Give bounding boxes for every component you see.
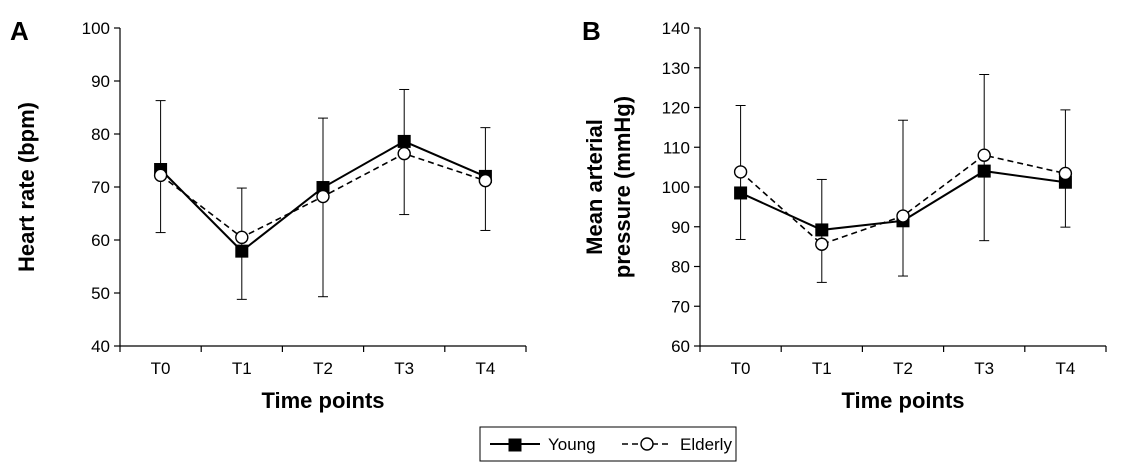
y-tick-label: 110 [663,138,690,157]
y-tick-label: 100 [662,178,690,197]
x-tick-label: T0 [151,359,171,378]
data-point-young [977,164,991,178]
data-point-elderly [977,148,991,162]
y-tick-label: 90 [671,218,690,237]
x-tick-label: T2 [313,359,333,378]
y-axis-title: Mean arterial pressure (mmHg) [582,96,635,278]
y-tick-label: 80 [91,125,110,144]
data-point-young [815,223,829,237]
data-point-elderly [316,189,330,204]
data-point-elderly [478,173,493,188]
y-tick-label: 50 [91,284,110,303]
data-point-young [235,244,249,258]
y-tick-label: 80 [671,258,690,277]
x-tick-label: T1 [812,359,832,378]
x-tick-label: T2 [893,359,913,378]
data-point-elderly [815,237,829,251]
legend-elderly-label: Elderly [680,435,732,454]
panel-label: B [582,16,601,46]
y-tick-label: 90 [91,72,110,91]
x-axis-title: Time points [841,388,964,413]
data-point-elderly [896,209,910,223]
y-tick-label: 140 [662,19,690,38]
x-axis-title: Time points [261,388,384,413]
x-tick-label: T4 [475,359,495,378]
y-tick-label: 130 [662,59,690,78]
y-axis-title-line: Mean arterial [582,119,607,255]
y-tick-label: 70 [671,297,690,316]
panel-b-chart: B 60 70 80 90 100 110 120 130 140 T0 T1 T2 T3 T4 Time p… [582,16,1107,413]
data-point-elderly [733,165,748,179]
data-point-elderly [1058,166,1073,181]
y-tick-label: 60 [91,231,110,250]
data-point-elderly [397,146,411,161]
x-tick-label: T3 [974,359,994,378]
x-tick-label: T3 [394,359,414,378]
y-tick-label: 70 [91,178,110,197]
y-tick-label: 60 [671,337,690,356]
legend-young-marker [508,438,522,452]
y-tick-label: 40 [91,337,110,356]
data-point-young [734,186,748,200]
y-tick-label: 100 [82,19,110,38]
legend-young-label: Young [548,435,596,454]
x-tick-label: T0 [731,359,751,378]
legend: Young Elderly [479,426,737,462]
panel-a-chart: A 40 50 60 70 80 90 100 T0 T1 T2 T3 T4 Time points Hea… [10,16,527,413]
data-point-elderly [235,230,249,245]
y-axis-title-line: pressure (mmHg) [610,96,635,278]
panel-label: A [10,16,29,46]
legend-elderly-marker [640,437,654,451]
data-point-young [397,134,411,148]
x-tick-label: T1 [232,359,252,378]
x-tick-label: T4 [1055,359,1075,378]
y-tick-label: 120 [662,99,690,118]
data-point-elderly [153,168,168,183]
y-axis-title: Heart rate (bpm) [14,102,39,272]
